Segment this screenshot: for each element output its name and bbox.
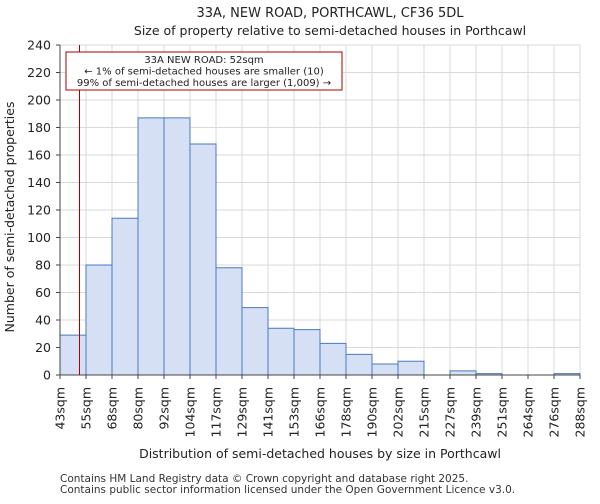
x-tick-label: 288sqm [573,387,588,437]
annotation: 33A NEW ROAD: 52sqm← 1% of semi-detached… [65,45,343,375]
histogram-bar [163,117,191,376]
x-tick-label: 153sqm [287,387,302,437]
axes: 0 20 40 60 80 100 120 140 160 180 200 220 240 43sqm 55… [27,38,587,438]
histogram-bar [111,217,139,376]
annotation-box [65,51,343,91]
annotation-text: 33A NEW ROAD: 52sqm [144,55,263,66]
x-axis-label: Distribution of semi-detached houses by … [139,446,501,461]
y-tick-label: 60 [35,285,51,300]
x-tick-label: 104sqm [183,387,198,437]
y-tick-label: 240 [27,38,51,53]
x-tick-label: 92sqm [157,387,172,430]
histogram-bar [59,334,87,376]
histogram-bar [137,117,165,376]
histogram-bar [345,353,373,376]
x-tick-label: 117sqm [209,387,224,437]
x-tick-label: 166sqm [313,387,328,437]
histogram-bar [241,307,269,376]
x-tick-label: 80sqm [131,387,146,430]
histogram-bar [85,264,113,376]
annotation-text: 99% of semi-detached houses are larger (… [77,78,331,89]
histogram-bar [397,360,425,376]
footer-copyright: Contains HM Land Registry data © Crown c… [60,473,469,485]
x-tick-label: 68sqm [105,387,120,430]
x-tick-label: 239sqm [469,387,484,437]
y-tick-label: 20 [35,340,51,355]
x-tick-label: 264sqm [521,387,536,437]
y-tick-label: 0 [43,368,51,383]
y-tick-label: 160 [27,148,51,163]
y-tick-label: 100 [27,230,51,245]
chart-subtitle: Size of property relative to semi-detach… [134,23,526,38]
chart-title: 33A, NEW ROAD, PORTHCAWL, CF36 5DL [196,6,464,21]
x-tick-label: 190sqm [365,387,380,437]
x-tick-label: 276sqm [547,387,562,437]
x-tick-label: 129sqm [235,387,250,437]
y-tick-label: 180 [27,120,51,135]
x-tick-label: 141sqm [261,387,276,437]
x-tick-label: 202sqm [391,387,406,437]
histogram-bar [319,342,347,376]
y-tick-label: 40 [35,313,51,328]
histogram-bar [449,370,477,376]
x-tick-label: 178sqm [339,387,354,437]
histogram-bar [267,327,295,376]
histogram-bar [215,267,243,376]
y-tick-label: 200 [27,93,51,108]
histogram-bar [371,363,399,376]
x-tick-label: 215sqm [417,387,432,437]
x-tick-label: 55sqm [79,387,94,430]
y-tick-label: 120 [27,203,51,218]
footer-licence: Contains public sector information licen… [60,484,516,496]
y-tick-label: 220 [27,65,51,80]
annotation-text: ← 1% of semi-detached houses are smaller… [84,67,324,78]
x-tick-label: 227sqm [443,387,458,437]
y-tick-label: 80 [35,258,51,273]
x-tick-label: 43sqm [53,387,68,430]
histogram-bar [189,143,217,376]
y-tick-label: 140 [27,175,51,190]
bars [59,117,581,376]
x-tick-label: 251sqm [495,387,510,437]
histogram-bar [293,329,321,376]
y-axis-label: Number of semi-detached properties [2,102,17,333]
